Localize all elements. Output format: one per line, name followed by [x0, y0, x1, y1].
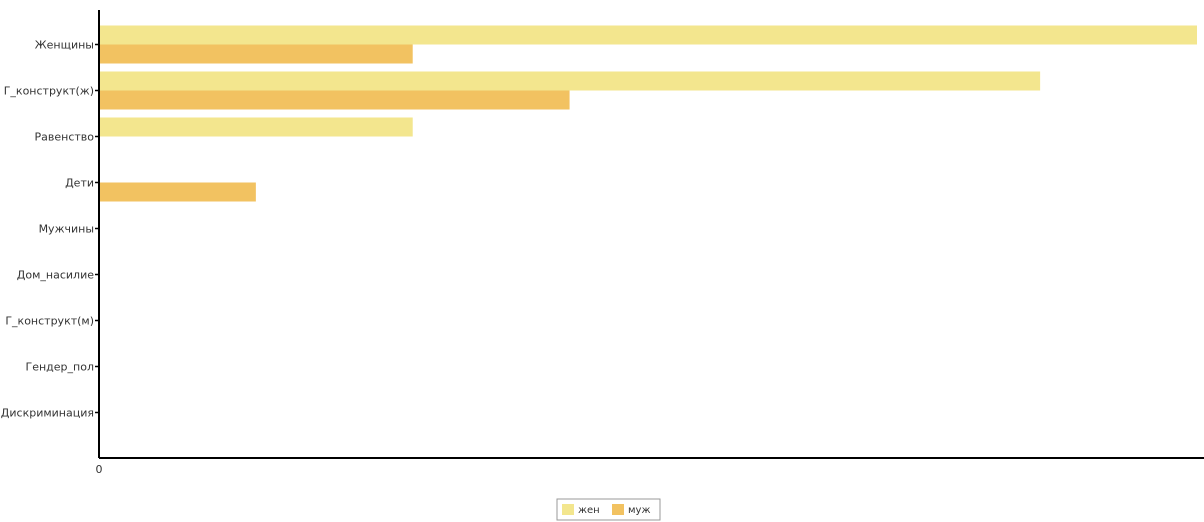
y-tick-label: Гендер_пол: [26, 361, 94, 374]
y-tick-label: Дети: [65, 177, 94, 190]
bar-муж-cat-1: [99, 90, 570, 110]
legend-box: [556, 498, 661, 521]
y-tick-label: Дискриминация: [1, 407, 94, 420]
x-tick-label: 0: [96, 463, 103, 476]
legend: жен муж: [556, 498, 661, 521]
bar-жен-cat-1: [99, 71, 1041, 91]
bar-муж-cat-0: [99, 44, 413, 64]
y-tick-label: Женщины: [35, 39, 94, 52]
y-tick-label: Г_конструкт(м): [5, 315, 94, 328]
y-tick-label: Мужчины: [39, 223, 94, 236]
y-tick-label: Г_конструкт(ж): [4, 85, 94, 98]
y-tick-label: Дом_насилие: [17, 269, 94, 282]
bar-жен-cat-2: [99, 117, 413, 137]
bar-жен-cat-0: [99, 25, 1197, 45]
tick-labels-group: Женщины Г_конструкт(ж) Равенство Дети Мужчин…: [1, 39, 103, 477]
bar-муж-cat-3: [99, 182, 256, 202]
legend-swatch-муж: [612, 504, 624, 515]
axes-group: [95, 10, 1204, 459]
legend-label-жен: жен: [578, 505, 600, 516]
y-tick-label: Равенство: [35, 131, 95, 144]
bars-group: [99, 25, 1197, 202]
legend-label-муж: муж: [628, 505, 650, 516]
legend-swatch-жен: [562, 504, 574, 515]
